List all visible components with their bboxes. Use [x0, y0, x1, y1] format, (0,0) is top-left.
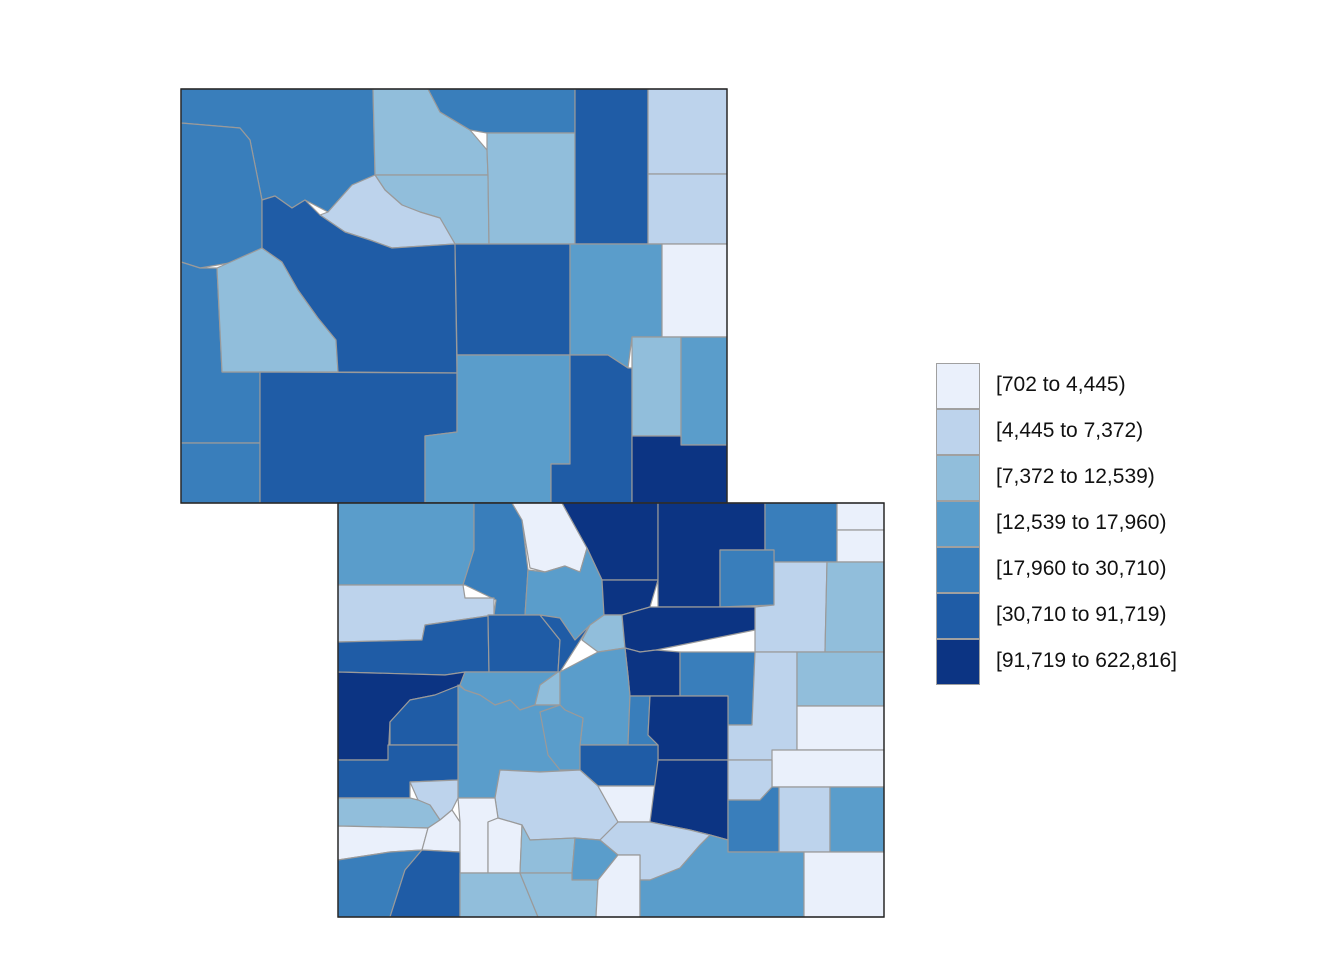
county-region[interactable] [487, 817, 523, 874]
colorado-outline [337, 502, 885, 918]
legend-swatch [936, 501, 980, 547]
county-region[interactable] [454, 243, 571, 356]
legend-label: [4,445 to 7,372) [996, 419, 1144, 442]
county-region[interactable] [836, 502, 885, 531]
county-region[interactable] [624, 647, 681, 697]
county-region[interactable] [574, 88, 649, 245]
legend-swatch [936, 409, 980, 455]
county-region[interactable] [796, 705, 885, 751]
legend-label: [12,539 to 17,960) [996, 511, 1167, 534]
county-region[interactable] [836, 529, 885, 563]
county-region[interactable] [180, 122, 263, 269]
county-region[interactable] [661, 243, 728, 338]
colorado-counties [337, 502, 885, 918]
county-region[interactable] [803, 851, 885, 918]
county-region[interactable] [647, 695, 729, 761]
county-region[interactable] [647, 88, 728, 175]
legend-swatch [936, 639, 980, 685]
county-region[interactable] [539, 614, 591, 673]
county-region[interactable] [621, 606, 756, 653]
legend-swatch [936, 593, 980, 639]
county-region[interactable] [180, 442, 261, 504]
county-region[interactable] [337, 797, 441, 829]
county-region[interactable] [719, 549, 775, 608]
legend-label: [702 to 4,445) [996, 373, 1126, 396]
county-region[interactable] [337, 502, 475, 586]
legend-swatch [936, 455, 980, 501]
county-region[interactable] [486, 132, 576, 245]
legend-label: [91,719 to 622,816] [996, 649, 1177, 672]
legend-swatch [936, 547, 980, 593]
county-region[interactable] [631, 336, 682, 437]
wyoming-counties [180, 88, 728, 504]
county-region[interactable] [824, 561, 885, 653]
county-region[interactable] [680, 336, 728, 446]
county-region[interactable] [771, 749, 885, 788]
legend-label: [7,372 to 12,539) [996, 465, 1155, 488]
county-region[interactable] [796, 651, 885, 707]
county-region[interactable] [778, 786, 831, 853]
legend-label: [30,710 to 91,719) [996, 603, 1167, 626]
county-region[interactable] [829, 786, 885, 853]
county-region[interactable] [647, 173, 728, 245]
legend-label: [17,960 to 30,710) [996, 557, 1167, 580]
county-region[interactable] [764, 502, 838, 563]
county-region[interactable] [631, 435, 728, 504]
legend-swatch [936, 363, 980, 409]
